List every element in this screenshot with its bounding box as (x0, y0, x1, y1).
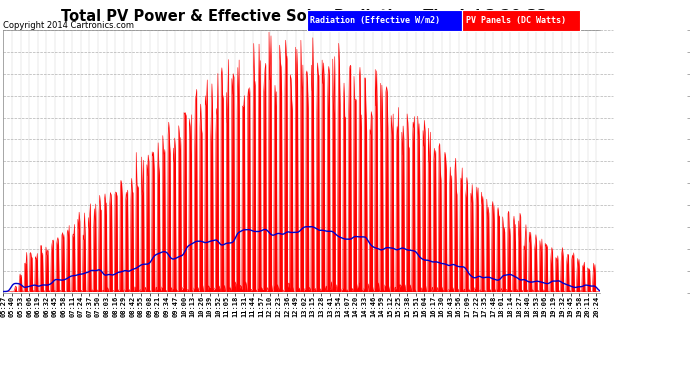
Text: PV Panels (DC Watts): PV Panels (DC Watts) (466, 16, 566, 25)
Text: Radiation (Effective W/m2): Radiation (Effective W/m2) (310, 16, 440, 25)
Text: Total PV Power & Effective Solar Radiation  Thu Jul 3 20:33: Total PV Power & Effective Solar Radiati… (61, 9, 546, 24)
Text: Copyright 2014 Cartronics.com: Copyright 2014 Cartronics.com (3, 21, 135, 30)
